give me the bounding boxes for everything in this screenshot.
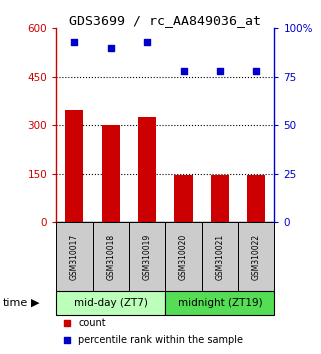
Point [262,108,267,113]
FancyBboxPatch shape [202,222,238,291]
Text: GSM310022: GSM310022 [252,233,261,280]
Bar [174,175,193,222]
Bar [211,175,229,222]
Point [144,39,150,45]
Point [72,39,77,45]
Point [217,68,222,74]
Text: midnight (ZT19): midnight (ZT19) [178,298,262,308]
FancyBboxPatch shape [129,222,165,291]
Text: percentile rank within the sample: percentile rank within the sample [78,336,243,346]
FancyBboxPatch shape [238,222,274,291]
FancyBboxPatch shape [92,222,129,291]
Point [181,68,186,74]
Text: count: count [78,318,106,328]
Text: GSM310019: GSM310019 [143,233,152,280]
Text: mid-day (ZT7): mid-day (ZT7) [74,298,148,308]
FancyBboxPatch shape [165,291,274,315]
Bar [138,117,156,222]
Point [262,269,267,275]
Text: time: time [3,298,29,308]
Text: GSM310020: GSM310020 [179,233,188,280]
FancyBboxPatch shape [56,291,165,315]
Point [254,68,259,74]
Title: GDS3699 / rc_AA849036_at: GDS3699 / rc_AA849036_at [69,14,261,27]
Text: GSM310021: GSM310021 [215,233,224,280]
Bar [247,175,265,222]
Text: ▶: ▶ [30,298,39,308]
Text: GSM310017: GSM310017 [70,233,79,280]
Point [108,45,113,51]
Bar [102,125,120,222]
FancyBboxPatch shape [56,222,92,291]
Bar [65,110,83,222]
Text: GSM310018: GSM310018 [106,233,115,280]
FancyBboxPatch shape [165,222,202,291]
